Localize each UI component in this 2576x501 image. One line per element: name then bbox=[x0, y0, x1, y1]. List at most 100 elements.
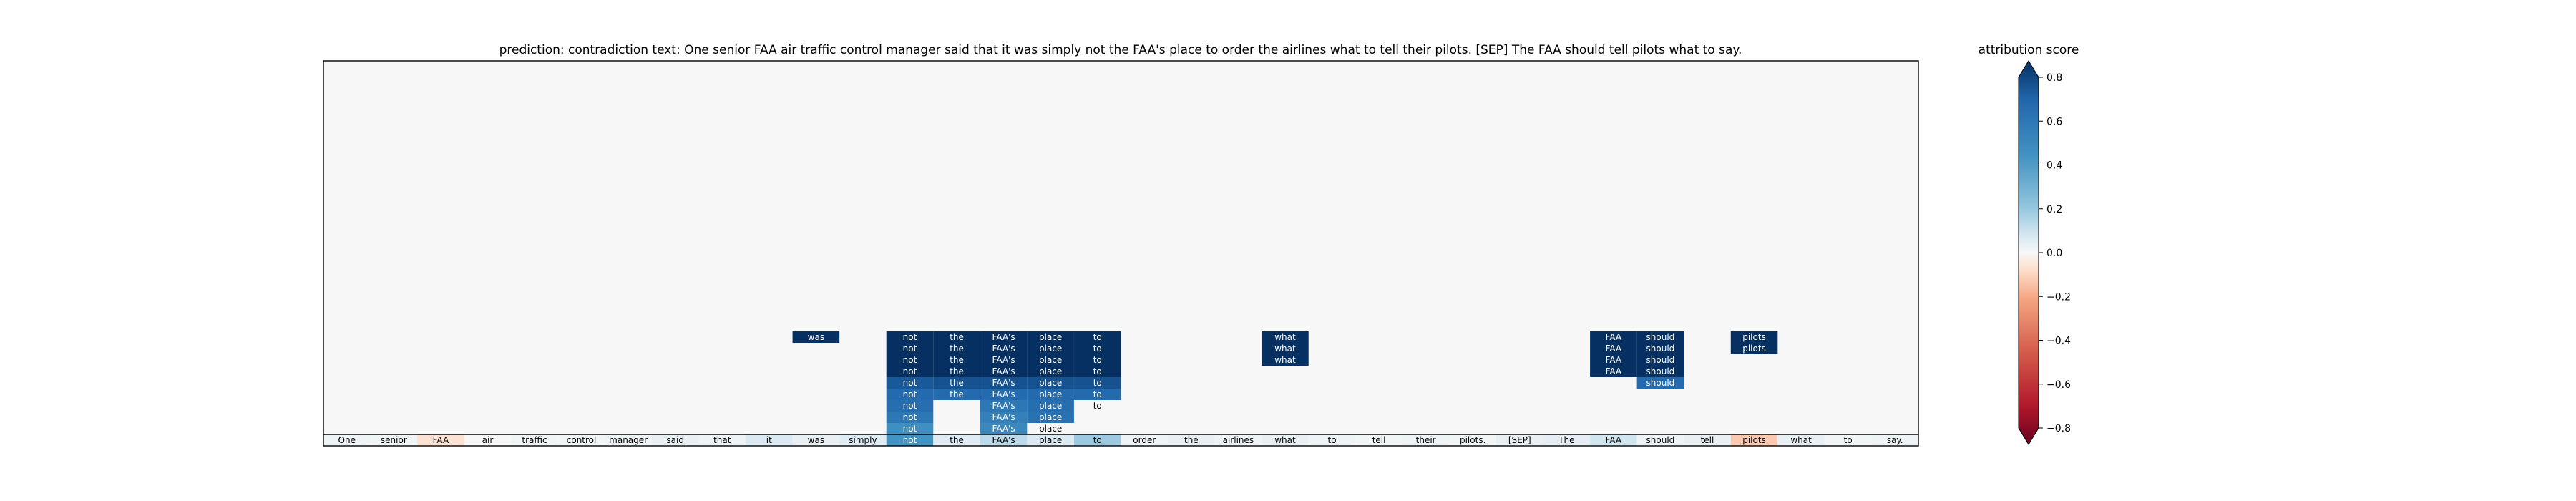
stacked-cell bbox=[933, 354, 980, 366]
token-label: [SEP] bbox=[1508, 435, 1531, 445]
stacked-cell-label: the bbox=[950, 366, 964, 376]
stacked-cell-label: place bbox=[1039, 332, 1062, 342]
stacked-cell bbox=[1590, 354, 1637, 366]
stacked-cell bbox=[886, 377, 934, 389]
token-label: the bbox=[1184, 435, 1199, 445]
stacked-cell bbox=[1262, 354, 1309, 366]
stacked-cell-label: to bbox=[1093, 332, 1102, 342]
stacked-cell-label: to bbox=[1093, 389, 1102, 399]
token-label: air bbox=[482, 435, 494, 445]
stacked-cell bbox=[1590, 331, 1637, 343]
token-label: simply bbox=[849, 435, 877, 445]
token-label: One bbox=[338, 435, 356, 445]
token-label: said bbox=[666, 435, 684, 445]
token-cell bbox=[1402, 434, 1450, 446]
stacked-cell-label: should bbox=[1646, 332, 1675, 342]
stacked-cell-label: not bbox=[903, 401, 917, 411]
stacked-cell bbox=[886, 343, 934, 354]
stacked-cell-label: what bbox=[1274, 344, 1296, 354]
stacked-cell bbox=[980, 331, 1028, 343]
stacked-cell-label: to bbox=[1093, 344, 1102, 354]
token-cell bbox=[746, 434, 793, 446]
token-label: to bbox=[1093, 435, 1102, 445]
stacked-cell bbox=[933, 343, 980, 354]
stacked-cell-label: not bbox=[903, 344, 917, 354]
token-label: traffic bbox=[522, 435, 547, 445]
colorbar-tick-label: 0.0 bbox=[2046, 248, 2062, 259]
stacked-cell-label: should bbox=[1646, 378, 1675, 388]
stacked-cell bbox=[1636, 366, 1684, 377]
stacked-cell bbox=[1073, 343, 1121, 354]
token-cell bbox=[792, 434, 840, 446]
stacked-cell bbox=[1073, 389, 1121, 400]
token-cell bbox=[1449, 434, 1496, 446]
token-label: airlines bbox=[1223, 435, 1254, 445]
stacked-cell bbox=[886, 366, 934, 377]
stacked-cell bbox=[886, 354, 934, 366]
stacked-cell-label: not bbox=[903, 424, 917, 434]
stacked-cell bbox=[933, 331, 980, 343]
stacked-cell-label: what bbox=[1274, 332, 1296, 342]
token-cell bbox=[1168, 434, 1215, 446]
token-label: place bbox=[1039, 435, 1062, 445]
token-cell bbox=[1496, 434, 1543, 446]
token-cell bbox=[370, 434, 418, 446]
stacked-cell-label: place bbox=[1039, 355, 1062, 365]
stacked-cell-label: what bbox=[1274, 355, 1296, 365]
stacked-cell-label: the bbox=[950, 344, 964, 354]
stacked-cell bbox=[1027, 343, 1074, 354]
stacked-cell bbox=[933, 389, 980, 400]
colorbar-tick-label: 0.8 bbox=[2046, 72, 2062, 84]
stacked-cell-label: FAA bbox=[1606, 355, 1622, 365]
stacked-cell-label: the bbox=[950, 355, 964, 365]
stacked-cell bbox=[1636, 377, 1684, 389]
token-cell bbox=[323, 434, 371, 446]
stacked-cells: not FAA's place not FAA's place not FAA's place t… bbox=[792, 331, 1778, 434]
token-cell bbox=[933, 434, 980, 446]
stacked-cell-label: FAA's bbox=[992, 378, 1015, 388]
token-label: FAA's bbox=[992, 435, 1015, 445]
token-label: it bbox=[766, 435, 772, 445]
stacked-cell bbox=[886, 389, 934, 400]
stacked-cell bbox=[886, 331, 934, 343]
stacked-cell bbox=[1027, 366, 1074, 377]
stacked-cell bbox=[980, 377, 1028, 389]
stacked-cell bbox=[1027, 400, 1074, 412]
token-cell bbox=[1027, 434, 1074, 446]
token-label: what bbox=[1790, 435, 1812, 445]
token-cell bbox=[1636, 434, 1684, 446]
token-cell bbox=[464, 434, 512, 446]
stacked-cell bbox=[1073, 377, 1121, 389]
token-label: tell bbox=[1701, 435, 1714, 445]
stacked-cell-label: not bbox=[903, 355, 917, 365]
chart-title: prediction: contradiction text: One seni… bbox=[499, 43, 1742, 57]
token-label: FAA bbox=[1606, 435, 1622, 445]
token-cell bbox=[1214, 434, 1262, 446]
token-label: control bbox=[567, 435, 597, 445]
token-cell bbox=[1543, 434, 1591, 446]
stacked-cell-label: should bbox=[1646, 366, 1675, 376]
stacked-cell bbox=[933, 366, 980, 377]
token-cell bbox=[980, 434, 1028, 446]
stacked-cell-label: FAA bbox=[1606, 366, 1622, 376]
stacked-cell-label: FAA's bbox=[992, 389, 1015, 399]
token-cell bbox=[698, 434, 746, 446]
stacked-cell-label: FAA's bbox=[992, 332, 1015, 342]
colorbar-tick-label: 0.6 bbox=[2046, 116, 2062, 127]
stacked-cell-label: place bbox=[1039, 378, 1062, 388]
stacked-cell bbox=[1073, 354, 1121, 366]
stacked-cell bbox=[980, 400, 1028, 412]
token-cell bbox=[557, 434, 605, 446]
stacked-cell bbox=[1730, 331, 1778, 343]
colorbar-tick-label: −0.6 bbox=[2046, 379, 2071, 391]
stacked-cell-label: the bbox=[950, 389, 964, 399]
stacked-cell-label: place bbox=[1039, 366, 1062, 376]
stacked-cell-label: not bbox=[903, 378, 917, 388]
stacked-cell bbox=[1027, 354, 1074, 366]
stacked-cell bbox=[980, 423, 1028, 434]
token-cell bbox=[605, 434, 652, 446]
stacked-cell-label: FAA's bbox=[992, 366, 1015, 376]
stacked-cell-label: not bbox=[903, 412, 917, 422]
stacked-cell-label: not bbox=[903, 389, 917, 399]
